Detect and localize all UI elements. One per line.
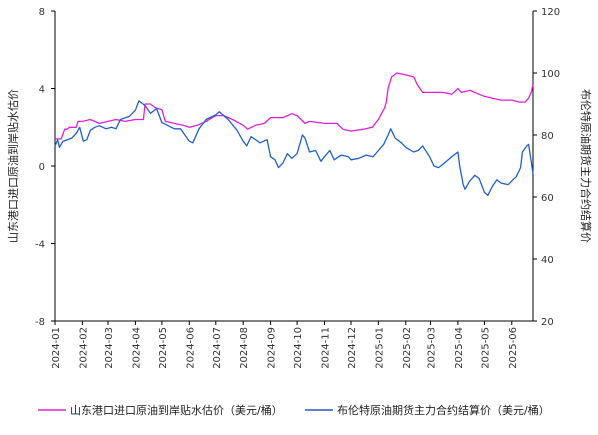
x-tick-label: 2024-01 [51,327,62,369]
right-tick-label: 40 [541,255,554,266]
left-tick-label: 8 [39,7,45,18]
series-layer [54,72,534,197]
right-tick-label: 80 [541,131,554,142]
x-tick-label: 2025-01 [374,327,385,369]
x-tick-label: 2024-09 [267,327,278,369]
x-tick-label: 2025-06 [508,327,519,369]
right-axis-title: 布伦特原油期货主力合约结算价 [579,89,593,243]
x-tick-label: 2024-02 [78,327,89,369]
x-tick-label: 2024-07 [212,327,223,369]
x-tick-label: 2024-08 [239,327,250,369]
right-axis-ticks: 20 40 60 80 100 120 [533,7,560,328]
x-tick-label: 2024-11 [320,327,331,369]
x-tick-label: 2025-05 [480,327,491,369]
right-tick-label: 60 [541,193,554,204]
left-tick-label: 4 [39,85,45,96]
x-tick-label: 2024-06 [185,327,196,369]
series-line-brent-price [54,100,534,197]
left-axis-title: 山东港口进口原油到岸贴水估价 [6,89,20,243]
x-tick-label: 2025-02 [402,327,413,369]
x-tick-label: 2024-10 [293,327,304,369]
left-tick-label: -4 [35,240,45,251]
legend: 山东港口进口原油到岸贴水估价（美元/桶） 布伦特原油期货主力合约结算价（美元/桶… [38,403,550,417]
right-tick-label: 100 [541,69,560,80]
left-tick-label: -8 [35,317,45,328]
x-axis-ticks: 2024-01 2024-02 2024-03 2024-04 2024-05 2024-… [51,321,519,369]
x-tick-label: 2024-05 [158,327,169,369]
x-tick-label: 2024-04 [131,327,142,369]
x-tick-label: 2024-03 [104,327,115,369]
x-tick-label: 2024-12 [347,327,358,369]
legend-label-brent-price: 布伦特原油期货主力合约结算价（美元/桶） [337,403,550,417]
x-tick-label: 2025-04 [454,327,465,369]
right-tick-label: 20 [541,317,554,328]
left-axis-ticks: -8 -4 0 4 8 [35,7,55,328]
left-tick-label: 0 [39,162,45,173]
x-tick-label: 2025-03 [427,327,438,369]
right-tick-label: 120 [541,7,560,18]
legend-label-wharf-premium: 山东港口进口原油到岸贴水估价（美元/桶） [70,403,283,417]
